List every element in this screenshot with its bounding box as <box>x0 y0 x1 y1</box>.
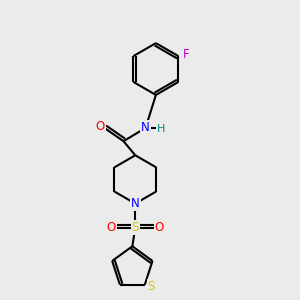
Text: N: N <box>141 122 150 134</box>
Text: H: H <box>157 124 165 134</box>
Text: O: O <box>106 221 116 234</box>
Text: S: S <box>132 221 139 234</box>
Text: O: O <box>155 221 164 234</box>
Text: F: F <box>182 48 189 61</box>
Text: O: O <box>95 120 105 133</box>
Text: S: S <box>148 280 155 292</box>
Text: N: N <box>131 197 140 210</box>
